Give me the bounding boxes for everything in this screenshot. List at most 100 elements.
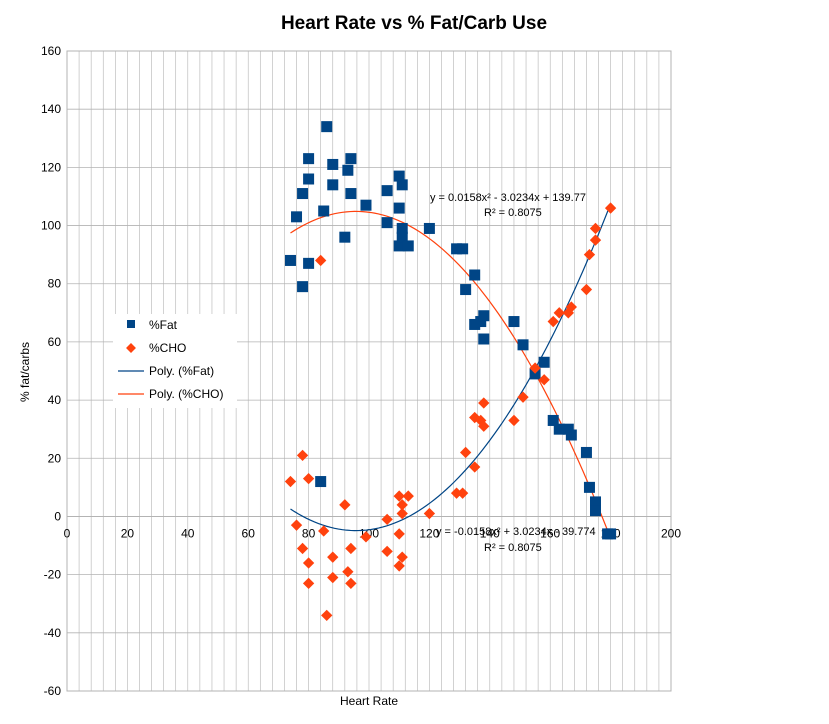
cho-point — [327, 571, 339, 584]
cho-point — [469, 461, 481, 473]
fat-point — [562, 423, 574, 435]
fat-point — [565, 429, 577, 441]
fat-trend-r2: R² = 0.8075 — [484, 207, 542, 219]
cho-point — [529, 362, 541, 374]
cho-point — [327, 551, 339, 563]
cho-point — [393, 490, 405, 502]
fat-point — [402, 240, 414, 252]
x-axis-label: Heart Rate — [340, 694, 398, 708]
fat-point — [590, 496, 601, 508]
cho-point — [296, 449, 309, 462]
y-tick-label: 140 — [41, 102, 61, 116]
y-tick-label: 0 — [54, 509, 61, 523]
fat-point — [345, 153, 357, 165]
fat-point — [360, 199, 372, 211]
y-tick-label: -40 — [44, 626, 62, 640]
cho-point — [345, 577, 357, 590]
chart-title: Heart Rate vs % Fat/Carb Use — [281, 13, 547, 34]
cho-point — [360, 531, 372, 543]
fat-point — [303, 173, 315, 185]
axes — [66, 51, 671, 691]
fat-point — [393, 240, 405, 252]
fat-point — [475, 316, 487, 328]
cho-point — [342, 566, 354, 578]
fat-point — [478, 310, 490, 322]
fat-point — [342, 164, 354, 176]
legend-cho-trend-label: Poly. (%CHO) — [149, 387, 223, 401]
fat-point — [327, 158, 339, 170]
x-tick-label: 0 — [64, 526, 71, 540]
y-tick-label: 160 — [41, 44, 61, 58]
fat-point — [469, 269, 481, 281]
legend-fat-marker — [127, 320, 135, 328]
legend-cho-label: %CHO — [149, 341, 186, 355]
legend-fat-label: %Fat — [149, 318, 178, 332]
cho-point — [290, 519, 303, 531]
cho-point — [302, 472, 315, 485]
legend: %Fat %CHO Poly. (%Fat) Poly. (%CHO) — [113, 314, 237, 408]
fat-point — [396, 222, 408, 234]
cho-point — [589, 222, 602, 235]
fat-point — [381, 217, 393, 229]
trendline-equations: y = 0.0158x² - 3.0234x + 139.77 R² = 0.8… — [430, 192, 596, 554]
fat-point — [478, 333, 490, 345]
fat-point — [547, 414, 559, 426]
x-tick-label: 120 — [419, 526, 439, 540]
y-tick-label: 100 — [41, 219, 61, 233]
fat-point — [529, 368, 541, 380]
y-tick-label: 60 — [48, 335, 62, 349]
cho-point — [580, 283, 593, 296]
fat-point — [345, 188, 357, 200]
fat-point — [315, 476, 327, 488]
fat-point — [303, 153, 315, 165]
cho-point — [402, 490, 414, 502]
tick-labels: -60 -40 -20 0 20 40 60 80 100 120 140 160 0 20 40 60 80 1… — [41, 44, 681, 698]
cho-point — [396, 499, 408, 511]
legend-fat-trend-label: Poly. (%Fat) — [149, 364, 214, 378]
fat-trendline — [290, 203, 612, 532]
fat-point — [393, 170, 405, 182]
x-tick-label: 200 — [661, 526, 681, 540]
fat-point — [460, 284, 472, 296]
x-tick-label: 80 — [302, 526, 316, 540]
fat-trend-equation: y = 0.0158x² - 3.0234x + 139.77 — [430, 192, 586, 204]
cho-point — [284, 475, 297, 488]
cho-point — [604, 202, 617, 214]
cho-point — [345, 542, 357, 555]
fat-point — [297, 281, 309, 293]
fat-point — [457, 243, 469, 255]
y-tick-label: -20 — [44, 568, 62, 582]
fat-point — [469, 318, 481, 330]
x-tick-label: 60 — [242, 526, 256, 540]
cho-point — [565, 301, 577, 313]
fat-point — [303, 257, 315, 269]
cho-point — [538, 374, 550, 386]
cho-point — [302, 557, 315, 569]
fat-point — [583, 481, 595, 493]
cho-trend-equation: y = -0.0158x² + 3.0234x - 39.774 — [436, 526, 596, 538]
cho-point — [547, 315, 559, 328]
fat-point — [538, 356, 550, 368]
fat-point — [318, 205, 330, 217]
y-tick-label: 20 — [48, 451, 62, 465]
fat-point — [451, 243, 463, 255]
legend-cho-marker — [126, 343, 136, 353]
y-axis-label: % fat/carbs — [18, 342, 32, 402]
fat-point — [297, 188, 309, 200]
cho-point — [553, 307, 565, 319]
cho-point — [315, 254, 327, 267]
fat-point — [321, 121, 333, 133]
cho-point — [393, 528, 405, 540]
fat-point — [381, 185, 393, 197]
fat-point — [396, 179, 408, 191]
cho-point — [478, 420, 490, 432]
cho-point — [517, 391, 529, 403]
y-tick-label: 120 — [41, 160, 61, 174]
cho-point — [396, 551, 408, 563]
cho-point — [381, 513, 393, 526]
cho-point — [583, 248, 596, 261]
fat-point — [396, 231, 408, 243]
cho-point — [339, 499, 351, 511]
fat-point — [291, 211, 303, 223]
